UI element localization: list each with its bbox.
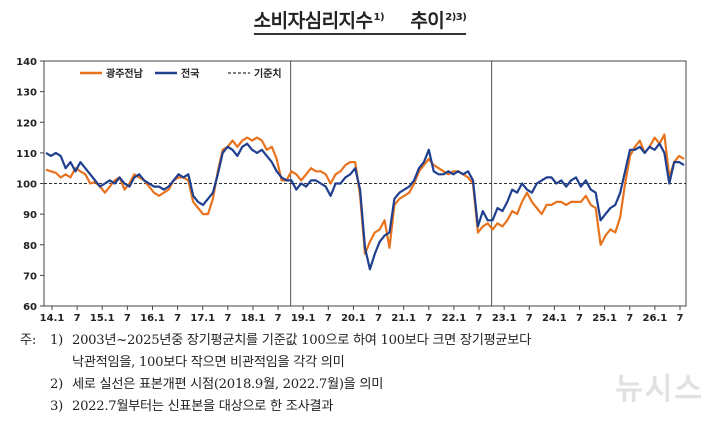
y-tick-label: 130: [16, 88, 37, 99]
x-tick-label: 7: [626, 313, 633, 324]
x-tick-label: 26.1: [643, 313, 668, 324]
legend-label: 전국: [181, 67, 199, 80]
x-tick-label: 7: [576, 313, 583, 324]
footnote-1-num: 1): [50, 333, 63, 348]
x-tick-label: 7: [425, 313, 432, 324]
footnote-1-text: 2003년~2025년중 장기평균치를 기준값 100으로 하여 100보다 크…: [72, 333, 531, 348]
footnote-2: 2) 세로 실선은 표본개편 시점(2018.9월, 2022.7월)을 의미: [20, 374, 710, 396]
title-trend: 추이: [410, 10, 445, 32]
y-tick-label: 100: [16, 180, 37, 191]
footnote-2-num: 2): [50, 377, 63, 392]
y-tick-label: 110: [16, 149, 37, 160]
x-tick-label: 20.1: [341, 313, 366, 324]
title-main: 소비자심리지수: [253, 10, 373, 32]
x-tick-label: 7: [74, 313, 81, 324]
x-tick-label: 24.1: [542, 313, 567, 324]
footnote-lead: 주:: [20, 333, 36, 348]
footnote-1: 주: 1) 2003년~2025년중 장기평균치를 기준값 100으로 하여 1…: [20, 330, 710, 352]
x-tick-label: 7: [325, 313, 332, 324]
x-tick-label: 7: [224, 313, 231, 324]
legend-label: 기준치: [254, 67, 282, 80]
x-tick-label: 7: [526, 313, 533, 324]
y-tick-label: 60: [23, 302, 37, 313]
footnote-3-text: 2022.7월부터는 신표본을 대상으로 한 조사결과: [72, 399, 334, 414]
watermark-logo: 뉴시스: [615, 372, 704, 407]
x-tick-label: 19.1: [291, 313, 316, 324]
line-chart: 60 70 80 90 100 110 120 130 140 14.1 7 15.1 7 16.1 7 17…: [16, 57, 687, 324]
title-trend-sup: 2)3): [445, 11, 467, 23]
x-tick-label: 16.1: [140, 313, 165, 324]
y-tick-label: 70: [23, 271, 37, 282]
series-line-gwangju-jeonnam: [45, 133, 685, 255]
x-tick-label: 17.1: [190, 313, 215, 324]
x-tick-label: 21.1: [391, 313, 416, 324]
footnote-1-continuation: 낙관적임을, 100보다 작으면 비관적임을 각각 의미: [72, 355, 345, 370]
x-tick-label: 25.1: [592, 313, 617, 324]
y-tick-label: 120: [16, 118, 37, 129]
footnote-3-num: 3): [50, 399, 63, 414]
y-tick-label: 90: [23, 210, 37, 221]
footnote-2-text: 세로 실선은 표본개편 시점(2018.9월, 2022.7월)을 의미: [72, 377, 384, 392]
x-tick-label: 18.1: [241, 313, 266, 324]
x-tick-label: 7: [677, 313, 684, 324]
x-tick-label: 22.1: [442, 313, 467, 324]
x-tick-label: 14.1: [40, 313, 65, 324]
x-tick-label: 7: [275, 313, 282, 324]
y-tick-label: 80: [23, 241, 37, 252]
y-tick-label: 140: [16, 57, 37, 68]
x-tick-label: 23.1: [492, 313, 517, 324]
chart-title: 소비자심리지수1) 추이2)3): [0, 6, 720, 35]
x-tick-label: 7: [174, 313, 181, 324]
legend-label: 광주전남: [106, 67, 144, 80]
series-line-national: [45, 142, 685, 271]
x-tick-label: 7: [375, 313, 382, 324]
x-tick-label: 7: [124, 313, 131, 324]
x-tick-label: 15.1: [90, 313, 115, 324]
footnote-3: 3) 2022.7월부터는 신표본을 대상으로 한 조사결과: [20, 396, 710, 418]
footnotes: 주: 1) 2003년~2025년중 장기평균치를 기준값 100으로 하여 1…: [20, 330, 710, 418]
x-tick-label: 7: [476, 313, 483, 324]
title-main-sup: 1): [373, 11, 385, 23]
